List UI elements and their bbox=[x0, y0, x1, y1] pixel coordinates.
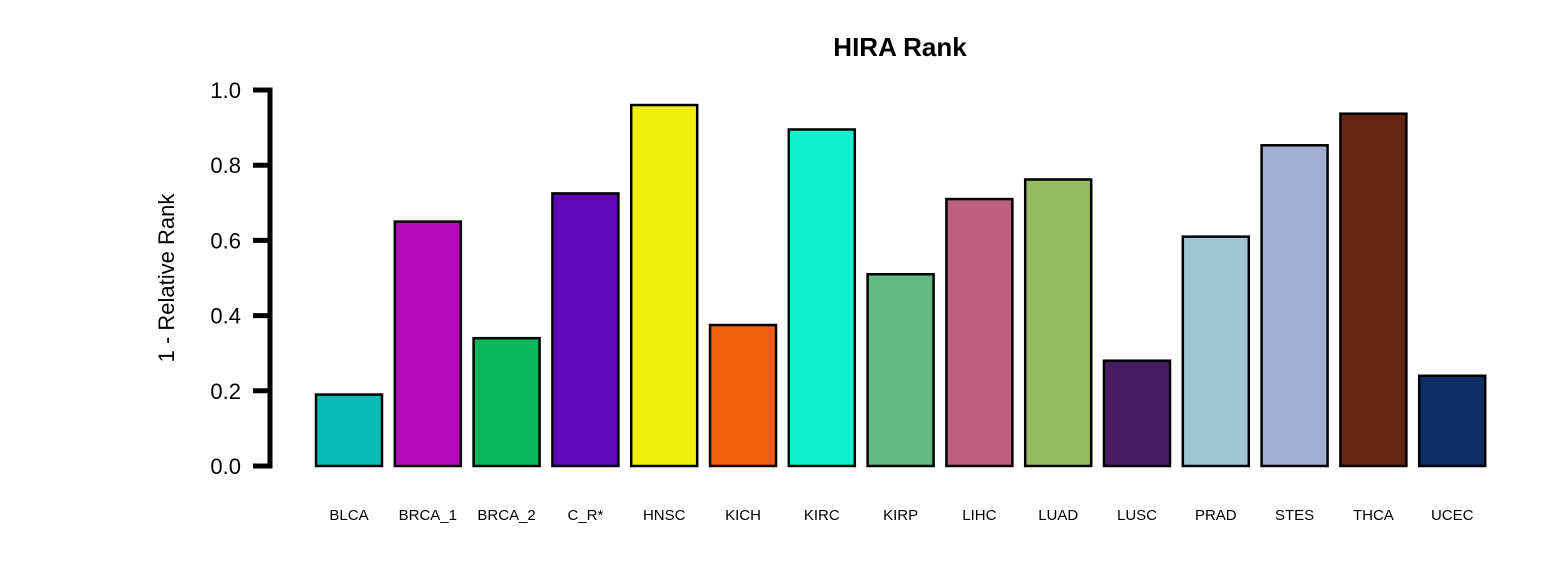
x-tick-label: STES bbox=[1275, 507, 1314, 524]
x-tick-label: C_R* bbox=[567, 507, 603, 524]
bar-blca bbox=[314, 393, 384, 468]
bar-kich bbox=[708, 323, 778, 468]
bar-c-r bbox=[551, 192, 620, 468]
bar-hnsc bbox=[629, 103, 699, 468]
x-tick-labels: BLCA BRCA_1 BRCA_2 C_R* HNSC KICH KIRC KIRP LIHC… bbox=[329, 507, 1473, 524]
x-tick-label: BRCA_2 bbox=[477, 507, 535, 524]
x-tick-label: LUAD bbox=[1038, 507, 1078, 524]
bar-brca-2 bbox=[472, 336, 541, 468]
y-tick-label: 0.4 bbox=[210, 304, 241, 329]
y-tick-label: 0.8 bbox=[210, 153, 241, 178]
bar-lihc bbox=[945, 197, 1014, 468]
x-tick-label: UCEC bbox=[1431, 507, 1474, 524]
x-tick-label: KIRC bbox=[804, 507, 840, 524]
x-tick-label: LUSC bbox=[1117, 507, 1157, 524]
y-tick-label: 0.0 bbox=[210, 454, 241, 479]
x-tick-label: KIRP bbox=[883, 507, 918, 524]
y-tick-label: 0.2 bbox=[210, 379, 241, 404]
x-tick-label: BLCA bbox=[329, 507, 368, 524]
bar-brca-1 bbox=[393, 220, 463, 468]
bar-kirp bbox=[866, 272, 935, 468]
bar-ucec bbox=[1417, 374, 1487, 468]
bar-thca bbox=[1339, 112, 1408, 468]
x-tick-label: KICH bbox=[725, 507, 761, 524]
bars-group bbox=[314, 103, 1487, 468]
y-axis: 0.0 0.2 0.4 0.6 0.8 1.0 bbox=[210, 78, 273, 479]
chart-title: HIRA Rank bbox=[833, 32, 967, 62]
x-tick-label: BRCA_1 bbox=[399, 507, 457, 524]
y-tick-label: 1.0 bbox=[210, 78, 241, 103]
y-axis-label: 1 - Relative Rank bbox=[154, 193, 179, 363]
bar-lusc bbox=[1102, 359, 1172, 468]
x-tick-label: LIHC bbox=[962, 507, 996, 524]
bar-kirc bbox=[787, 128, 857, 468]
x-tick-label: THCA bbox=[1353, 507, 1394, 524]
y-tick-label: 0.6 bbox=[210, 228, 241, 253]
bar-prad bbox=[1181, 235, 1251, 468]
x-tick-label: PRAD bbox=[1195, 507, 1237, 524]
x-tick-label: HNSC bbox=[643, 507, 686, 524]
bar-stes bbox=[1260, 144, 1329, 468]
bar-luad bbox=[1023, 178, 1093, 468]
